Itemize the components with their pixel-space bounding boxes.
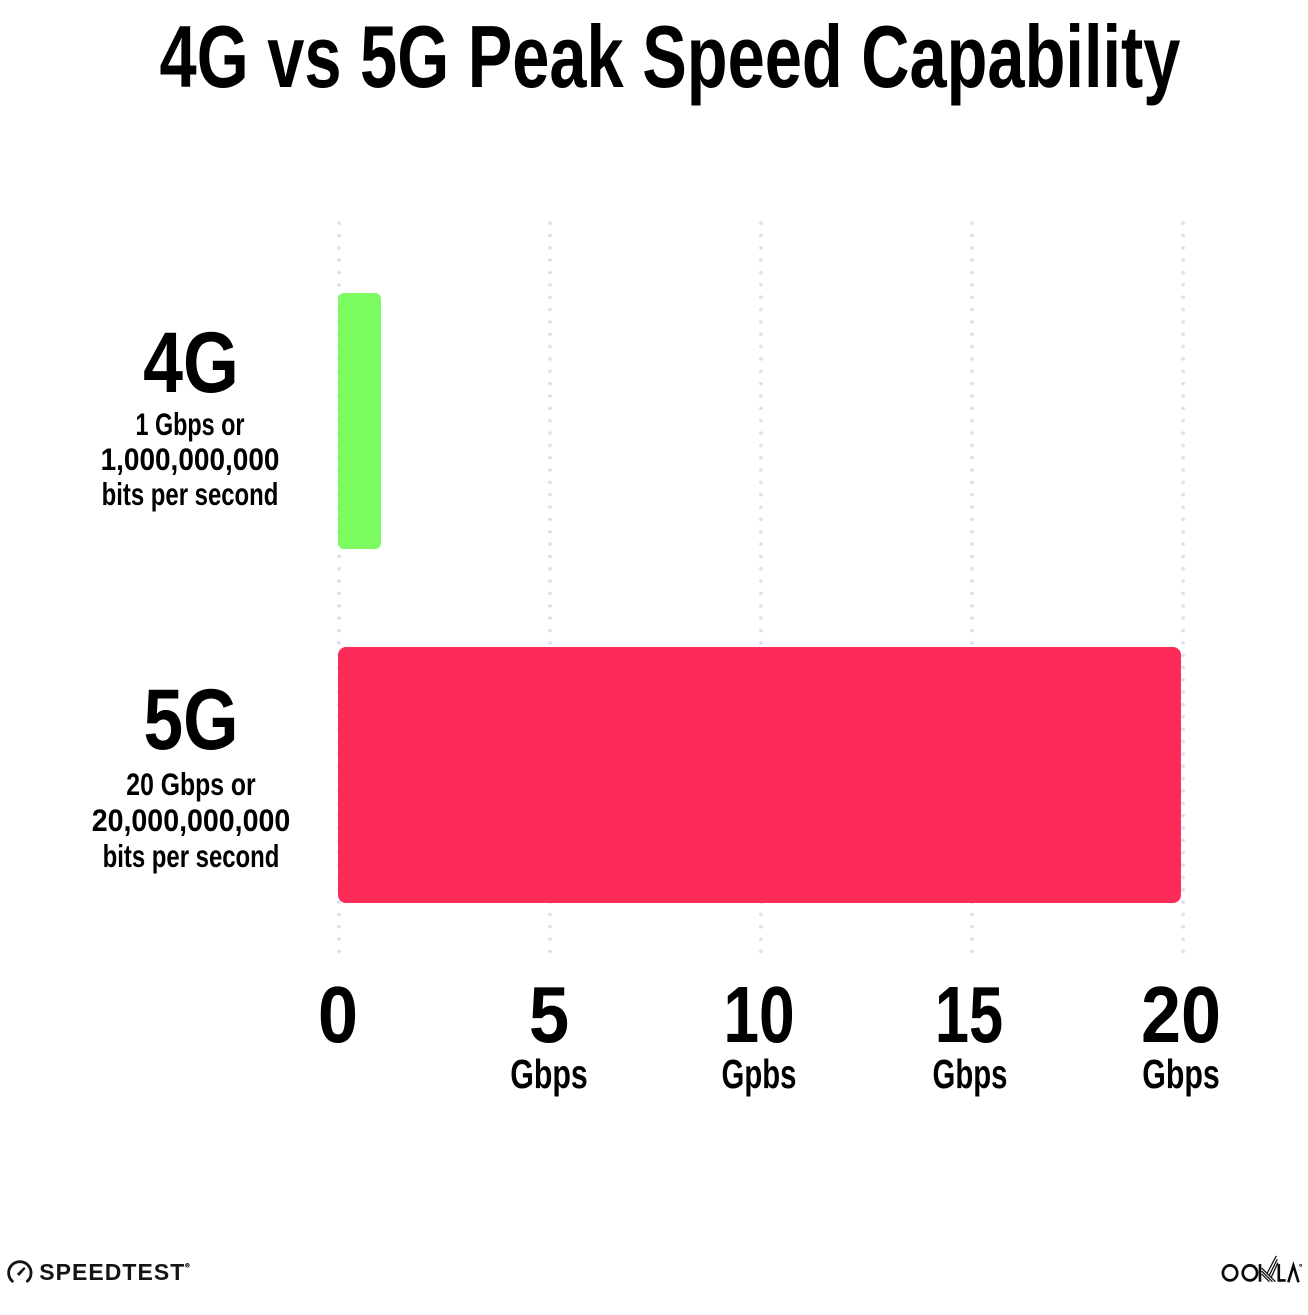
svg-text:R: R	[186, 1263, 190, 1268]
svg-text:SPEEDTEST: SPEEDTEST	[39, 1259, 185, 1285]
